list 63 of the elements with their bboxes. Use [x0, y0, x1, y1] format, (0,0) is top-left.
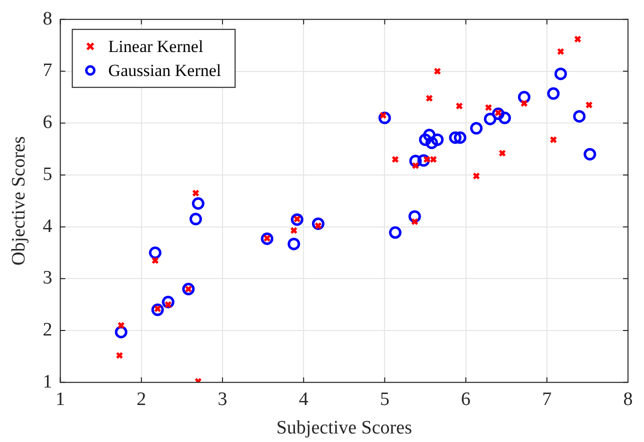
x-tick-label: 6	[461, 388, 471, 410]
point	[434, 68, 442, 75]
point	[498, 112, 511, 124]
point	[290, 213, 304, 226]
point	[484, 104, 492, 112]
point	[192, 197, 204, 210]
point	[288, 238, 300, 250]
point	[520, 100, 528, 108]
x-tick-label: 3	[218, 388, 228, 410]
point	[410, 218, 418, 226]
point	[151, 256, 159, 264]
point	[547, 87, 560, 100]
y-tick-label: 4	[42, 216, 53, 237]
x-tick-label: 4	[298, 388, 309, 410]
point	[425, 136, 438, 150]
point	[550, 136, 558, 144]
point	[148, 246, 162, 260]
point	[419, 133, 432, 146]
point	[388, 226, 402, 239]
point	[412, 162, 420, 170]
point	[574, 35, 582, 43]
point	[456, 102, 464, 110]
x-tick-label: 5	[380, 388, 390, 410]
point	[556, 48, 564, 56]
legend-label: Linear Kernel	[108, 36, 204, 56]
point	[573, 110, 586, 123]
y-tick-label: 1	[42, 371, 52, 392]
y-tick-label: 7	[42, 60, 52, 82]
point	[151, 304, 164, 316]
x-tick-label: 7	[542, 388, 552, 410]
point	[470, 122, 483, 135]
point	[498, 149, 506, 157]
point	[260, 232, 274, 246]
x-tick-label: 8	[623, 388, 633, 410]
point	[492, 108, 504, 120]
y-tick-label: 2	[42, 320, 52, 341]
y-tick-label: 6	[42, 112, 52, 134]
point	[584, 148, 596, 160]
x-tick-label: 1	[56, 388, 66, 410]
point	[431, 133, 444, 146]
x-tick-label: 2	[136, 388, 146, 410]
point	[392, 156, 399, 164]
point	[554, 68, 567, 80]
legend-label: Gaussian Kernel	[108, 60, 222, 80]
point	[454, 131, 466, 144]
y-tick-label: 5	[42, 164, 52, 185]
point	[484, 112, 496, 126]
point	[290, 226, 298, 234]
y-tick-label: 3	[42, 268, 52, 289]
point	[430, 156, 438, 164]
point	[117, 322, 125, 330]
point	[585, 101, 593, 109]
x-axis-title: Subjective Scores	[276, 418, 412, 439]
point	[426, 94, 434, 102]
y-tick-label: 8	[42, 8, 52, 30]
point	[189, 212, 202, 226]
y-axis-title: Objective Scores	[8, 136, 30, 266]
point	[116, 352, 124, 360]
point	[192, 189, 200, 197]
point	[472, 172, 480, 180]
point	[449, 131, 462, 144]
point	[423, 128, 436, 142]
point	[182, 282, 195, 296]
